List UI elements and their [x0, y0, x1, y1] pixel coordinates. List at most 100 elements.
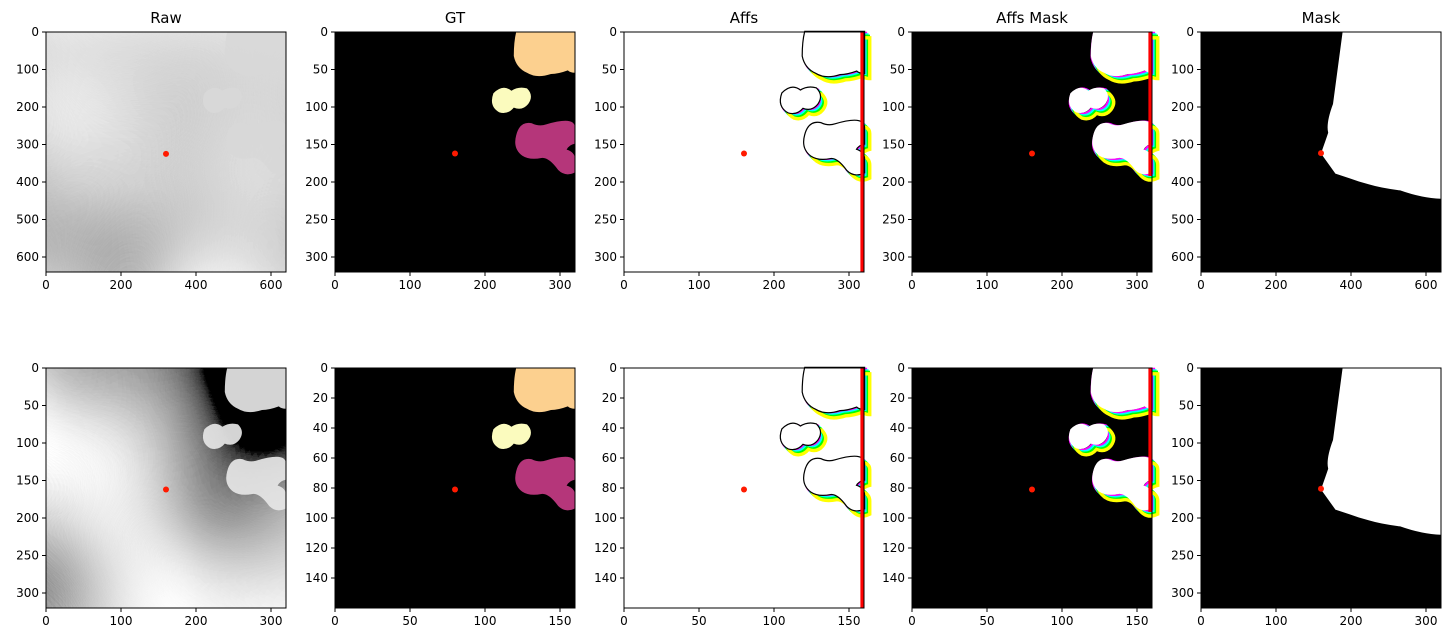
- x-tick-label: 200: [474, 278, 497, 292]
- mask-interior: [1090, 32, 1152, 77]
- gt-cream-region: [491, 87, 531, 113]
- center-marker: [1029, 150, 1035, 157]
- y-tick-label: 20: [890, 391, 905, 405]
- center-marker: [741, 486, 747, 493]
- y-tick-label: 150: [882, 138, 905, 152]
- x-tick-label: 600: [260, 278, 283, 292]
- x-tick-label: 0: [1197, 614, 1205, 628]
- x-tick-label: 0: [908, 614, 916, 628]
- x-tick-label: 400: [185, 278, 208, 292]
- x-tick-label: 100: [474, 614, 497, 628]
- x-tick-label: 0: [331, 278, 339, 292]
- x-tick-label: 100: [1051, 614, 1074, 628]
- y-tick-label: 100: [594, 511, 617, 525]
- x-tick-label: 600: [1415, 278, 1438, 292]
- x-tick-label: 0: [42, 614, 50, 628]
- x-tick-label: 0: [331, 614, 339, 628]
- y-tick-label: 300: [305, 250, 328, 264]
- gt-peach-region: [513, 368, 575, 413]
- y-tick-label: 400: [1171, 175, 1194, 189]
- affinity-border-edge: [1148, 32, 1152, 176]
- x-tick-label: 300: [260, 614, 283, 628]
- gt-magenta-region: [515, 120, 575, 175]
- x-tick-label: 0: [620, 278, 628, 292]
- x-tick-label: 50: [402, 614, 417, 628]
- gt-cream-region: [491, 423, 531, 449]
- y-tick-label: 50: [24, 399, 39, 413]
- y-tick-label: 0: [1186, 361, 1194, 375]
- x-tick-label: 300: [838, 278, 861, 292]
- y-tick-label: 200: [882, 175, 905, 189]
- y-tick-label: 150: [1171, 474, 1194, 488]
- y-tick-label: 0: [31, 25, 39, 39]
- magenta-region: [226, 456, 286, 511]
- peach-region: [224, 368, 286, 413]
- y-tick-label: 150: [305, 138, 328, 152]
- y-tick-label: 500: [1171, 213, 1194, 227]
- y-tick-label: 40: [890, 421, 905, 435]
- x-tick-label: 200: [185, 614, 208, 628]
- x-tick-label: 50: [979, 614, 994, 628]
- y-tick-label: 20: [602, 391, 617, 405]
- y-tick-label: 0: [897, 361, 905, 375]
- affinity-border-edge: [860, 368, 864, 608]
- affinity-border-edge: [1148, 368, 1152, 512]
- affinity-interior: [804, 120, 864, 175]
- affinity-interior: [780, 87, 820, 113]
- x-tick-label: 300: [549, 278, 572, 292]
- y-tick-label: 140: [594, 571, 617, 585]
- y-tick-label: 60: [890, 451, 905, 465]
- y-tick-label: 300: [1171, 586, 1194, 600]
- y-tick-label: 250: [1171, 549, 1194, 563]
- y-tick-label: 250: [305, 213, 328, 227]
- x-tick-label: 0: [620, 614, 628, 628]
- y-tick-label: 100: [882, 511, 905, 525]
- y-tick-label: 600: [16, 250, 39, 264]
- affinity-interior: [802, 32, 864, 77]
- y-tick-label: 140: [305, 571, 328, 585]
- y-tick-label: 60: [313, 451, 328, 465]
- panel-image: [624, 366, 872, 608]
- y-tick-label: 120: [594, 541, 617, 555]
- axes-frame: [45, 367, 287, 609]
- x-tick-label: 100: [1265, 614, 1288, 628]
- y-tick-label: 50: [602, 63, 617, 77]
- y-tick-label: 250: [16, 549, 39, 563]
- y-tick-label: 100: [882, 100, 905, 114]
- panel-row2-1: 0 50 100 150 0 20 40 60 80 100 120 140: [305, 361, 576, 628]
- x-tick-label: 150: [838, 614, 861, 628]
- mask-interior: [1068, 87, 1108, 113]
- x-tick-label: 0: [908, 278, 916, 292]
- y-tick-label: 80: [890, 481, 905, 495]
- affinity-border-edge: [860, 32, 864, 272]
- center-marker: [1318, 150, 1324, 157]
- magenta-region: [226, 120, 286, 175]
- center-marker: [163, 486, 169, 493]
- x-tick-label: 100: [976, 278, 999, 292]
- y-tick-label: 100: [16, 63, 39, 77]
- y-tick-label: 0: [31, 361, 39, 375]
- x-tick-label: 100: [399, 278, 422, 292]
- y-tick-label: 200: [1171, 100, 1194, 114]
- axes-frame: [334, 31, 576, 273]
- y-tick-label: 100: [305, 100, 328, 114]
- y-tick-label: 100: [1171, 436, 1194, 450]
- y-tick-label: 140: [882, 571, 905, 585]
- y-tick-label: 120: [305, 541, 328, 555]
- y-tick-label: 40: [602, 421, 617, 435]
- mask-interior: [1068, 423, 1108, 449]
- x-tick-label: 0: [1197, 278, 1205, 292]
- y-tick-label: 0: [320, 361, 328, 375]
- y-tick-label: 400: [16, 175, 39, 189]
- gt-peach-region: [513, 32, 575, 77]
- center-marker: [1029, 486, 1035, 493]
- axes-frame: [623, 31, 865, 273]
- y-tick-label: 150: [594, 138, 617, 152]
- mask-interior: [1092, 456, 1152, 511]
- center-marker: [163, 150, 169, 157]
